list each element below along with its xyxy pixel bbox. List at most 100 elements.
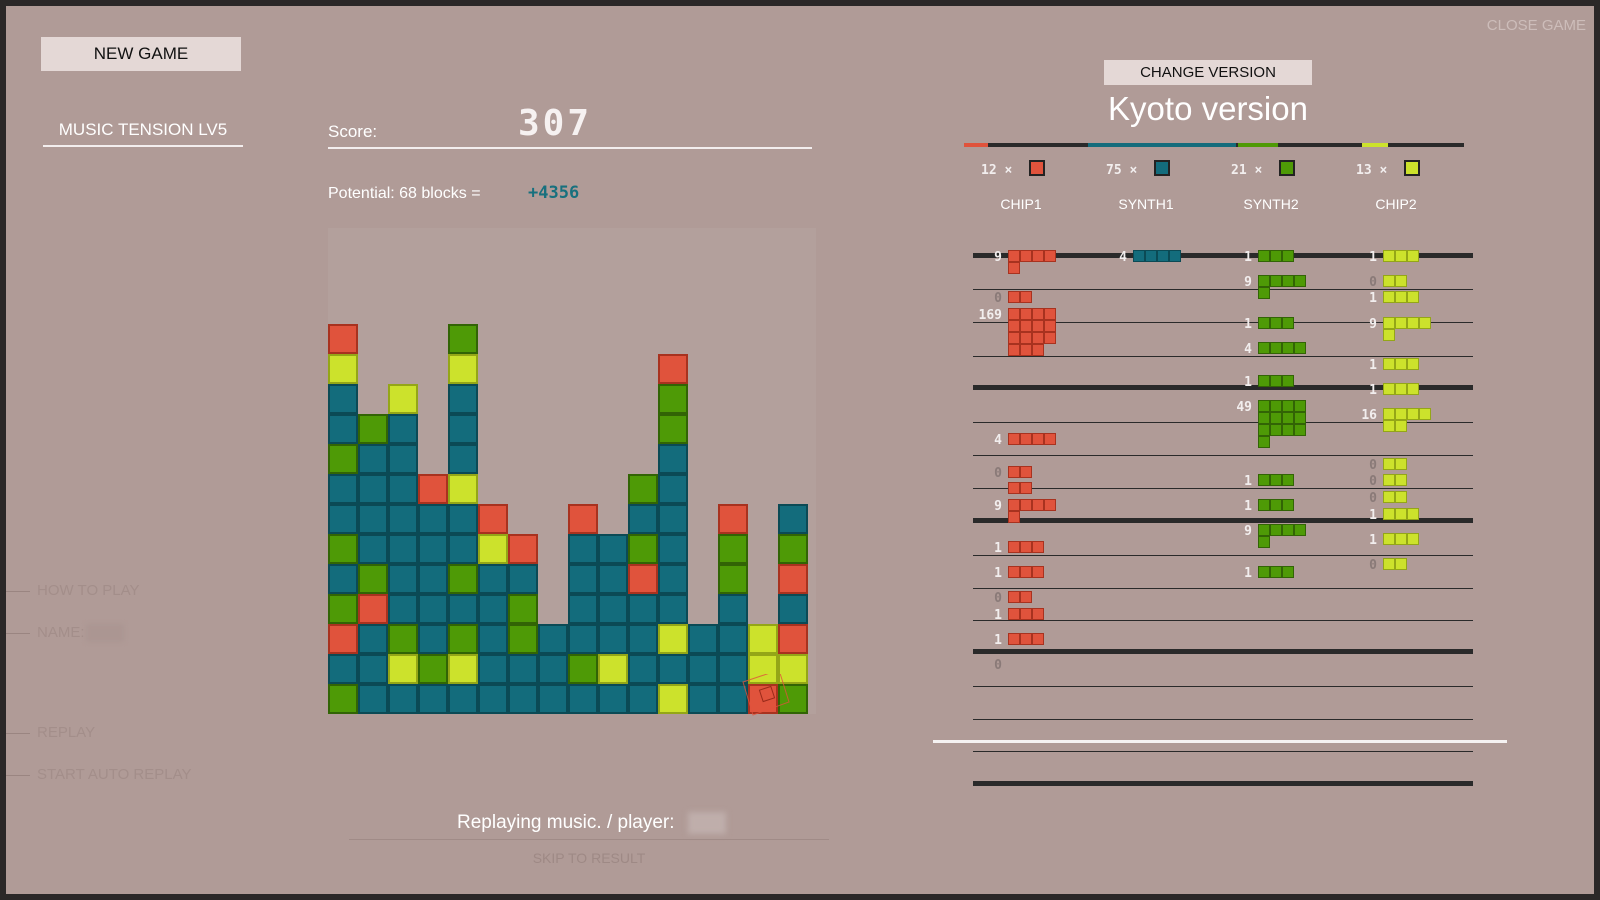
board-block — [358, 564, 388, 594]
pattern-count: 1 — [1244, 317, 1252, 332]
pattern-block — [1395, 458, 1407, 470]
pattern-block — [1258, 400, 1270, 412]
pattern-block — [1008, 262, 1020, 274]
how-to-play-link[interactable]: HOW TO PLAY — [37, 582, 140, 599]
pattern-block — [1270, 424, 1282, 436]
pattern-count: 1 — [994, 541, 1002, 556]
pattern-count: 9 — [994, 250, 1002, 265]
new-game-button[interactable]: NEW GAME — [41, 37, 241, 71]
board-block — [688, 624, 718, 654]
board-block — [448, 414, 478, 444]
potential-label: Potential: 68 blocks = — [328, 185, 481, 202]
pattern-block — [1020, 291, 1032, 303]
board-block — [598, 654, 628, 684]
board-block — [448, 534, 478, 564]
board-block — [628, 624, 658, 654]
pattern-block — [1395, 250, 1407, 262]
pattern-block — [1020, 344, 1032, 356]
pattern-block — [1020, 541, 1032, 553]
board-block — [388, 474, 418, 504]
pattern-block — [1395, 508, 1407, 520]
pattern-count: 169 — [978, 308, 1002, 323]
pattern-count: 1 — [1369, 291, 1377, 306]
pattern-block — [1032, 633, 1044, 645]
board-block — [508, 594, 538, 624]
board-block — [508, 564, 538, 594]
board-block — [448, 684, 478, 714]
pattern-block — [1020, 566, 1032, 578]
board-block — [568, 684, 598, 714]
pattern-block — [1383, 420, 1395, 432]
board-block — [718, 564, 748, 594]
board-block — [658, 504, 688, 534]
pattern-block — [1270, 499, 1282, 511]
board-block — [418, 654, 448, 684]
board-block — [328, 474, 358, 504]
pattern-block — [1032, 541, 1044, 553]
staff-line — [973, 385, 1473, 390]
pattern-block — [1395, 558, 1407, 570]
pattern-block — [1282, 412, 1294, 424]
pattern-block — [1258, 275, 1270, 287]
change-version-button[interactable]: CHANGE VERSION — [1104, 60, 1312, 85]
board-block — [418, 564, 448, 594]
board-block — [568, 624, 598, 654]
board-block — [448, 444, 478, 474]
board-block — [448, 624, 478, 654]
board-block — [328, 384, 358, 414]
pattern-count: 4 — [1244, 342, 1252, 357]
instrument-name: CHIP1 — [1000, 196, 1042, 212]
board-block — [448, 384, 478, 414]
pattern-block — [1294, 275, 1306, 287]
pattern-count: 0 — [994, 291, 1002, 306]
board-block — [568, 564, 598, 594]
board-block — [628, 504, 658, 534]
board-block — [568, 594, 598, 624]
board-block — [778, 624, 808, 654]
pattern-block — [1044, 433, 1056, 445]
start-auto-replay-link[interactable]: START AUTO REPLAY — [37, 766, 192, 783]
pattern-count: 0 — [1369, 275, 1377, 290]
board-block — [388, 504, 418, 534]
pattern-block — [1258, 424, 1270, 436]
pattern-block — [1383, 329, 1395, 341]
pattern-block — [1407, 508, 1419, 520]
pattern-block — [1008, 499, 1020, 511]
board-block — [388, 654, 418, 684]
staff-line — [973, 518, 1473, 523]
close-game-button[interactable]: CLOSE GAME — [1486, 17, 1586, 34]
board-block — [388, 684, 418, 714]
staff-line — [973, 719, 1473, 720]
pattern-block — [1032, 332, 1044, 344]
board-block — [448, 474, 478, 504]
pattern-block — [1008, 433, 1020, 445]
score-label: Score: — [328, 122, 378, 141]
nav-marker — [6, 633, 30, 634]
board-block — [658, 384, 688, 414]
staff-line — [973, 322, 1473, 323]
replay-link[interactable]: REPLAY — [37, 724, 96, 741]
pattern-block — [1008, 308, 1020, 320]
skip-to-result-link[interactable]: SKIP TO RESULT — [532, 850, 646, 866]
nav-marker — [6, 591, 30, 592]
instrument-swatch — [1404, 160, 1420, 176]
game-board[interactable] — [328, 228, 816, 714]
pattern-block — [1032, 433, 1044, 445]
board-block — [478, 504, 508, 534]
board-block — [478, 534, 508, 564]
board-block — [568, 654, 598, 684]
board-block — [598, 594, 628, 624]
pattern-block — [1407, 358, 1419, 370]
board-block — [658, 594, 688, 624]
pattern-block — [1383, 474, 1395, 486]
pattern-block — [1270, 250, 1282, 262]
board-block — [778, 594, 808, 624]
board-block — [718, 684, 748, 714]
board-block — [658, 474, 688, 504]
pattern-block — [1169, 250, 1181, 262]
staff-line — [973, 488, 1473, 489]
board-block — [328, 504, 358, 534]
pattern-block — [1258, 474, 1270, 486]
playhead-line — [933, 740, 1507, 743]
pattern-block — [1020, 499, 1032, 511]
